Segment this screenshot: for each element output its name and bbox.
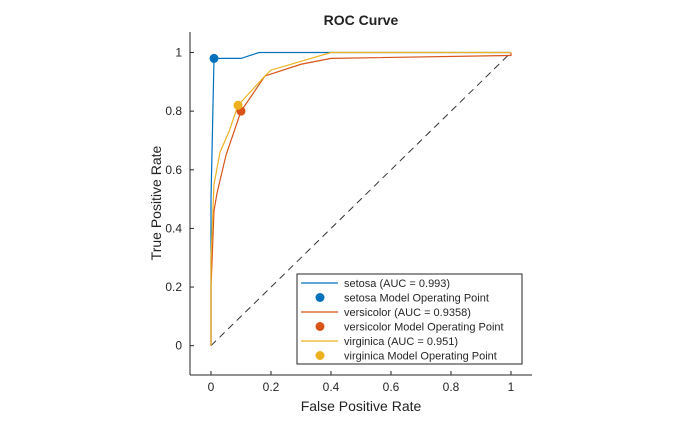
legend-dot-marker <box>315 293 325 302</box>
y-tick-label: 0.6 <box>165 163 182 177</box>
x-tick-label: 0.6 <box>383 380 400 394</box>
x-tick-label: 0.4 <box>323 380 340 394</box>
operating-point-setosa <box>209 53 219 63</box>
legend-entry: virginica Model Operating Point <box>344 351 497 363</box>
x-tick-label: 0.8 <box>443 380 460 394</box>
y-tick-label: 0 <box>175 339 182 353</box>
roc-line-setosa <box>210 51 511 346</box>
legend-entry: versicolor (AUC = 0.9358) <box>344 307 471 319</box>
chart-title: ROC Curve <box>324 12 399 28</box>
legend-entry: setosa (AUC = 0.993) <box>344 278 450 290</box>
legend-entry: versicolor Model Operating Point <box>344 322 504 334</box>
legend-dot-marker <box>315 351 325 360</box>
y-axis-label: True Positive Rate <box>148 145 164 260</box>
y-tick-label: 1 <box>175 46 182 60</box>
y-tick-label: 0.2 <box>165 280 182 294</box>
legend-box <box>296 273 523 365</box>
y-tick-label: 0.4 <box>165 221 182 235</box>
legend-entry: setosa Model Operating Point <box>344 293 489 305</box>
y-tick-label: 0.8 <box>165 104 182 118</box>
operating-point-virginica <box>233 100 243 110</box>
x-tick-label: 0 <box>208 380 215 394</box>
legend-dot-marker <box>315 322 325 331</box>
x-tick-label: 0.2 <box>263 380 280 394</box>
legend-entry: virginica (AUC = 0.951) <box>344 336 458 348</box>
x-tick-label: 1 <box>508 380 515 394</box>
x-axis-label: False Positive Rate <box>301 398 422 414</box>
reference-diagonal-line <box>210 52 512 347</box>
